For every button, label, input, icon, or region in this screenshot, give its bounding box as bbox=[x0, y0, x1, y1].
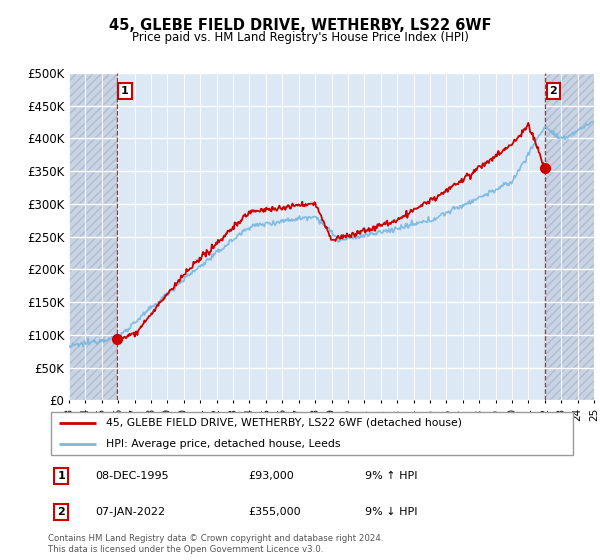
Text: HPI: Average price, detached house, Leeds: HPI: Average price, detached house, Leed… bbox=[106, 439, 341, 449]
Text: 9% ↑ HPI: 9% ↑ HPI bbox=[365, 471, 418, 481]
Text: Price paid vs. HM Land Registry's House Price Index (HPI): Price paid vs. HM Land Registry's House … bbox=[131, 31, 469, 44]
FancyBboxPatch shape bbox=[50, 412, 574, 455]
Text: 2: 2 bbox=[58, 507, 65, 517]
Text: £93,000: £93,000 bbox=[248, 471, 295, 481]
Text: Contains HM Land Registry data © Crown copyright and database right 2024.
This d: Contains HM Land Registry data © Crown c… bbox=[48, 534, 383, 554]
Text: 9% ↓ HPI: 9% ↓ HPI bbox=[365, 507, 418, 517]
Text: 45, GLEBE FIELD DRIVE, WETHERBY, LS22 6WF: 45, GLEBE FIELD DRIVE, WETHERBY, LS22 6W… bbox=[109, 18, 491, 32]
Text: 1: 1 bbox=[121, 86, 129, 96]
Text: £355,000: £355,000 bbox=[248, 507, 301, 517]
Text: 08-DEC-1995: 08-DEC-1995 bbox=[95, 471, 169, 481]
Bar bbox=[69, 73, 117, 400]
Text: 07-JAN-2022: 07-JAN-2022 bbox=[95, 507, 166, 517]
Bar bbox=[545, 73, 594, 400]
Text: 2: 2 bbox=[550, 86, 557, 96]
Text: 1: 1 bbox=[58, 471, 65, 481]
Text: 45, GLEBE FIELD DRIVE, WETHERBY, LS22 6WF (detached house): 45, GLEBE FIELD DRIVE, WETHERBY, LS22 6W… bbox=[106, 418, 462, 428]
